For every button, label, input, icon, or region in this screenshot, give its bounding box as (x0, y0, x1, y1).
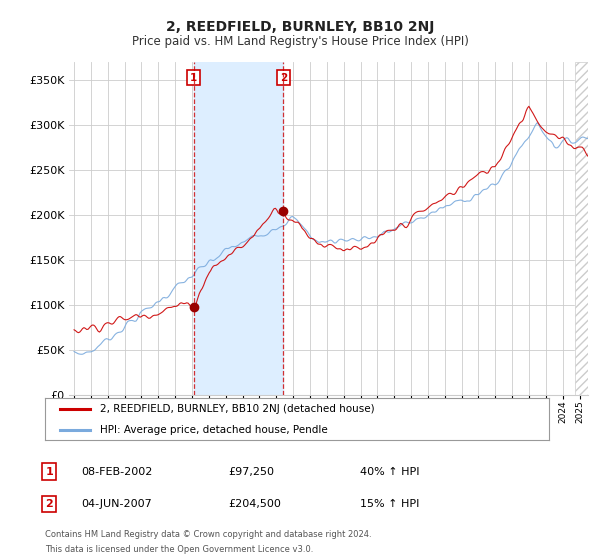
Text: 08-FEB-2002: 08-FEB-2002 (81, 466, 152, 477)
Text: 15% ↑ HPI: 15% ↑ HPI (360, 499, 419, 509)
Text: 1: 1 (190, 73, 197, 83)
Text: 2: 2 (280, 73, 287, 83)
Text: £204,500: £204,500 (228, 499, 281, 509)
Text: Contains HM Land Registry data © Crown copyright and database right 2024.: Contains HM Land Registry data © Crown c… (45, 530, 371, 539)
Text: This data is licensed under the Open Government Licence v3.0.: This data is licensed under the Open Gov… (45, 545, 313, 554)
Text: 1: 1 (46, 466, 53, 477)
Text: 04-JUN-2007: 04-JUN-2007 (81, 499, 152, 509)
Bar (194, 62, 283, 395)
Text: 2, REEDFIELD, BURNLEY, BB10 2NJ: 2, REEDFIELD, BURNLEY, BB10 2NJ (166, 20, 434, 34)
Text: £97,250: £97,250 (228, 466, 274, 477)
Text: Price paid vs. HM Land Registry's House Price Index (HPI): Price paid vs. HM Land Registry's House … (131, 35, 469, 48)
Text: 40% ↑ HPI: 40% ↑ HPI (360, 466, 419, 477)
Text: 2: 2 (46, 499, 53, 509)
Text: 2, REEDFIELD, BURNLEY, BB10 2NJ (detached house): 2, REEDFIELD, BURNLEY, BB10 2NJ (detache… (100, 404, 375, 414)
Bar (575, 62, 588, 395)
Text: HPI: Average price, detached house, Pendle: HPI: Average price, detached house, Pend… (100, 426, 328, 435)
Bar (575, 62, 588, 395)
